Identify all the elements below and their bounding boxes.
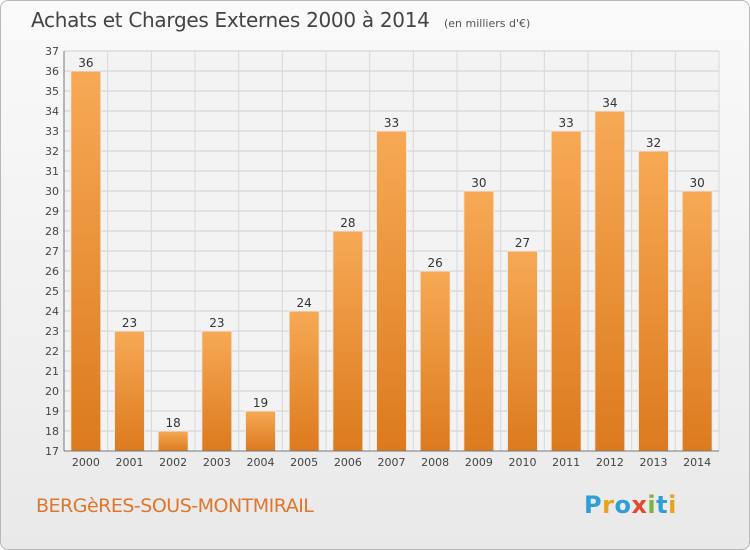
bar-2004[interactable] [245,410,276,452]
bar-2008[interactable] [419,270,451,452]
bar-2011[interactable] [550,130,582,452]
data-label-2007: 33 [384,116,399,130]
y-tick-label: 17 [45,445,59,458]
x-tick-label-2006: 2006 [334,456,362,469]
x-tick-label-2000: 2000 [72,456,100,469]
x-tick-label-2003: 2003 [203,456,231,469]
chart-subtitle: (en milliers d'€) [444,17,531,30]
y-tick-label: 23 [45,325,59,338]
data-label-2002: 18 [166,416,181,430]
y-tick-label: 34 [45,105,59,118]
bar-2002[interactable] [157,430,189,452]
y-tick-label: 28 [45,225,59,238]
data-label-2003: 23 [209,316,224,330]
y-tick-label: 36 [45,65,59,78]
x-tick-label-2011: 2011 [552,456,580,469]
logo-letter: o [614,491,632,519]
data-label-2012: 34 [602,96,617,110]
y-tick-label: 35 [45,85,59,98]
bar-2009[interactable] [463,190,495,452]
title-row: Achats et Charges Externes 2000 à 2014 (… [31,8,530,32]
y-tick-label: 37 [45,45,59,58]
data-label-2001: 23 [122,316,137,330]
data-label-2014: 30 [690,176,705,190]
axis-layer: 17 18 19 20 21 22 23 24 25 26 27 28 29 30 31 32 33 34 35 36… [45,45,719,469]
commune-name: BERGèRES-SOUS-MONTMIRAIL [36,495,314,517]
y-tick-label: 25 [45,285,59,298]
y-tick-label: 29 [45,205,59,218]
y-tick-label: 31 [45,165,59,178]
data-label-2004: 19 [253,396,268,410]
data-label-2011: 33 [559,116,574,130]
logo-letter: r [602,491,615,519]
logo-letter: i [647,491,657,519]
chart-title: Achats et Charges Externes 2000 à 2014 [31,8,430,32]
x-tick-label-2007: 2007 [378,456,406,469]
x-tick-label-2009: 2009 [465,456,493,469]
logo-letter: P [584,491,603,519]
bar-2012[interactable] [594,110,626,452]
y-tick-label: 30 [45,185,59,198]
data-label-2008: 26 [428,256,443,270]
bar-layer [70,70,713,452]
bar-2000[interactable] [70,70,102,452]
x-tick-label-2002: 2002 [159,456,187,469]
y-tick-label: 20 [45,385,59,398]
x-tick-label-2012: 2012 [596,456,624,469]
x-tick-label-2008: 2008 [421,456,449,469]
x-tick-label-2001: 2001 [116,456,144,469]
y-tick-label: 27 [45,245,59,258]
y-tick-label: 33 [45,125,59,138]
x-tick-label-2014: 2014 [683,456,711,469]
bar-2003[interactable] [201,330,233,452]
x-tick-label-2013: 2013 [640,456,668,469]
bar-2006[interactable] [332,230,364,452]
bar-2005[interactable] [288,310,320,452]
x-tick-label-2010: 2010 [509,456,537,469]
bar-2007[interactable] [376,130,407,452]
logo-letter: t [656,491,669,519]
y-tick-label: 24 [45,305,59,318]
y-tick-label: 22 [45,345,59,358]
bar-2001[interactable] [114,330,145,452]
data-label-2009: 30 [471,176,486,190]
bar-2013[interactable] [638,150,669,452]
bar-2010[interactable] [507,250,538,452]
data-label-2013: 32 [646,136,661,150]
x-tick-label-2005: 2005 [290,456,318,469]
proxiti-logo[interactable]: Proxiti [584,491,677,519]
data-label-2010: 27 [515,236,530,250]
logo-letter: i [668,491,677,519]
data-label-2006: 28 [340,216,355,230]
data-label-2000: 36 [78,56,93,70]
y-tick-label: 19 [45,405,59,418]
bar-2014[interactable] [681,190,713,452]
y-tick-label: 32 [45,145,59,158]
x-tick-label-2004: 2004 [247,456,275,469]
y-tick-label: 18 [45,425,59,438]
logo-letter: x [631,491,648,519]
y-tick-label: 21 [45,365,59,378]
y-tick-label: 26 [45,265,59,278]
data-label-2005: 24 [297,296,312,310]
